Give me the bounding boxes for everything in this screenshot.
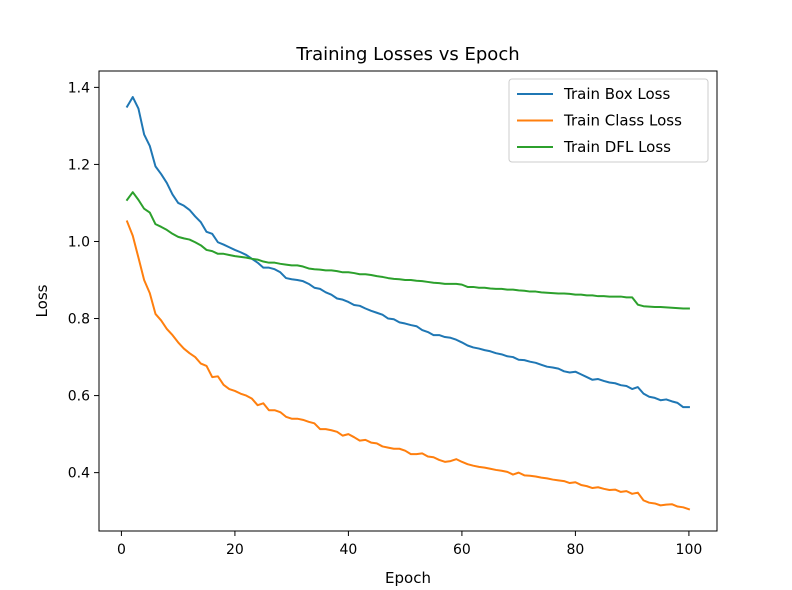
y-tick-label: 0.4	[68, 466, 90, 482]
x-axis-label: Epoch	[385, 569, 431, 587]
series-layer	[125, 96, 691, 511]
legend-box	[508, 78, 709, 163]
y-tick-label: 0.6	[68, 389, 90, 405]
y-axis-label: Loss	[33, 284, 51, 317]
series-line-0	[125, 96, 690, 409]
x-tick-label: 0	[117, 542, 126, 558]
x-tick-label: 40	[339, 542, 357, 558]
legend-label-0: Train Box Loss	[563, 85, 670, 103]
y-tick-label: 1.4	[68, 80, 90, 96]
chart-title: Training Losses vs Epoch	[295, 44, 519, 65]
axes-layer: 0 20 40 60 80 100 0.4 0.6 0.8 1.0 1.2 1.4	[68, 70, 718, 558]
legend-label-1: Train Class Loss	[563, 112, 682, 130]
legend: Train Box Loss Train Class Loss Train DFL …	[508, 78, 709, 163]
x-tick-label: 100	[676, 542, 703, 558]
y-tick-label: 1.2	[68, 157, 90, 173]
legend-label-2: Train DFL Loss	[563, 138, 671, 156]
axes-frame	[98, 70, 718, 532]
y-tick-label: 0.8	[68, 312, 90, 328]
x-tick-label: 60	[453, 542, 471, 558]
series-line-1	[125, 220, 691, 511]
series-line-2	[125, 191, 690, 310]
x-tick-label: 20	[226, 542, 244, 558]
y-tick-label: 1.0	[68, 234, 90, 250]
x-tick-label: 80	[566, 542, 584, 558]
